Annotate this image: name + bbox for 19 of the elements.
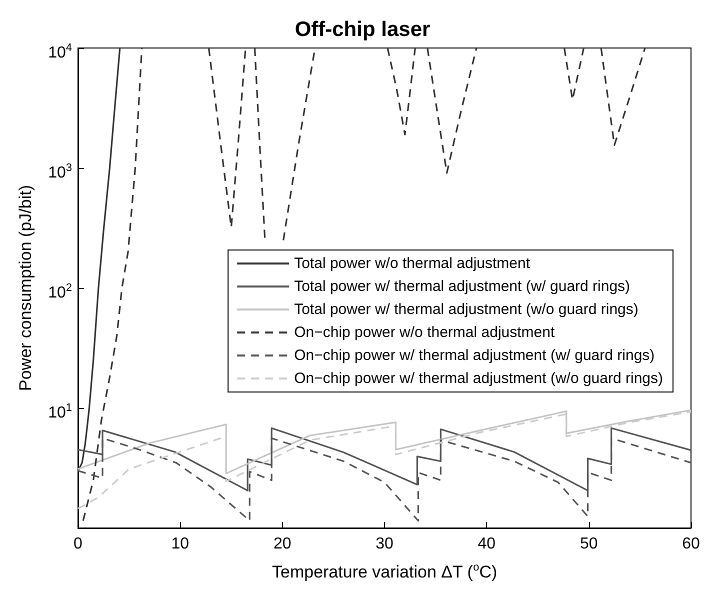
y-tick-label: 10$^{4}$	[47, 41, 72, 62]
legend-label: On−chip power w/o thermal adjustment	[294, 324, 556, 341]
legend-label: Total power w/ thermal adjustment (w/o guard rings)	[294, 301, 638, 318]
legend-label: Total power w/o thermal adjustment	[294, 255, 531, 272]
chart-title: Off-chip laser	[294, 18, 430, 41]
legend-label: Total power w/ thermal adjustment (w/ guard rings)	[294, 278, 630, 295]
x-tick-label: 20	[273, 536, 292, 552]
legend-label: On−chip power w/ thermal adjustment (w/o guard rings)	[294, 370, 664, 387]
x-tick-label: 50	[580, 536, 598, 552]
x-tick-label: 30	[376, 536, 394, 552]
y-tick-label: 10$^{1}$	[47, 401, 72, 422]
y-tick-label: 10$^{3}$	[47, 161, 72, 182]
legend-label: On−chip power w/ thermal adjustment (w/ guard rings)	[294, 347, 655, 364]
x-tick-label: 0	[74, 536, 83, 552]
x-tick-label: 10	[171, 536, 190, 552]
y-tick-label: 10$^{2}$	[48, 282, 72, 302]
y-axis-title: Power consumption (pJ/bit)	[16, 185, 35, 391]
x-tick-label: 60	[682, 536, 700, 552]
x-tick-label: 40	[478, 536, 496, 552]
